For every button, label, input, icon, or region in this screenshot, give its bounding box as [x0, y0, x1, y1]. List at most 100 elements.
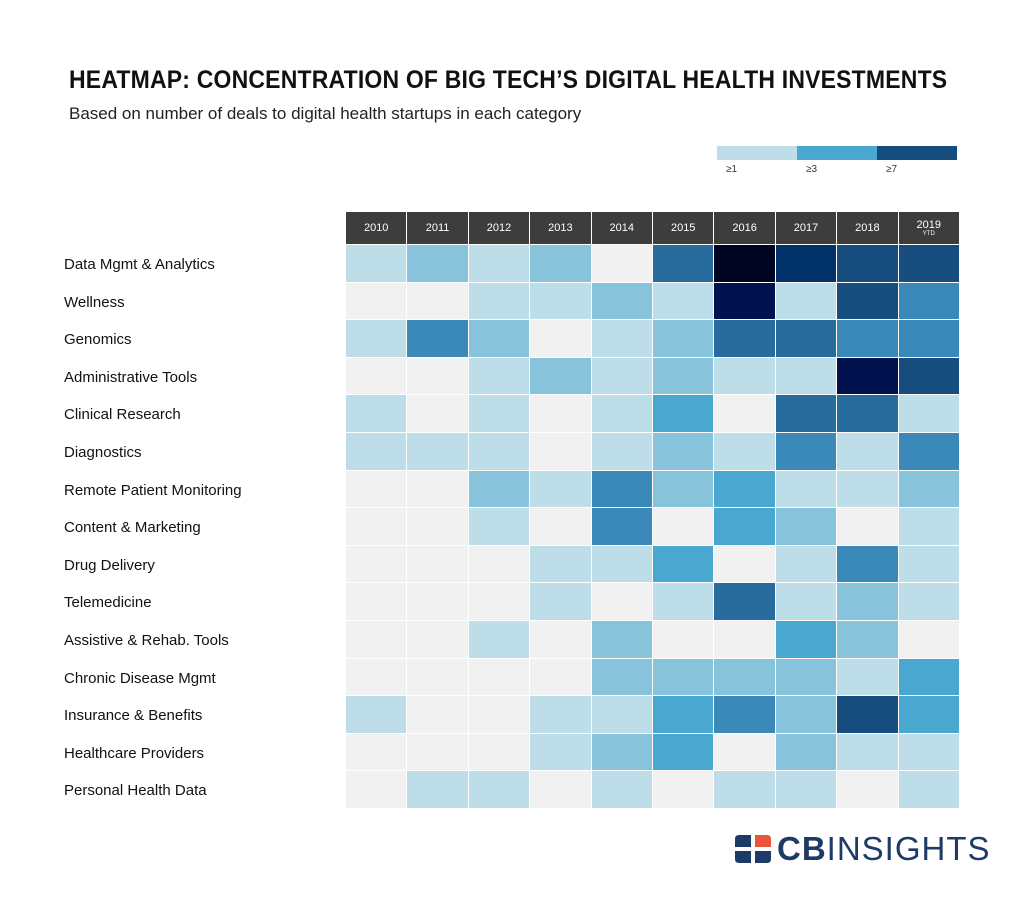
heatmap-cell — [775, 320, 837, 357]
year-header-2015: 2015 — [653, 212, 714, 244]
heatmap-cell — [653, 282, 714, 320]
legend-swatch-7 — [877, 146, 957, 160]
heatmap-cell — [346, 470, 407, 508]
heatmap-cell — [837, 508, 898, 545]
year-header-label: 2017 — [793, 222, 819, 234]
year-header-label: 2011 — [425, 222, 450, 234]
heatmap-cell — [653, 320, 714, 357]
year-header-2017: 2017 — [775, 212, 837, 244]
heatmap-cell — [530, 470, 591, 508]
heatmap-cell — [653, 470, 714, 508]
heatmap-cell — [530, 771, 591, 808]
heatmap-cell — [898, 357, 959, 395]
heatmap-cell — [346, 733, 407, 771]
category-label: Telemedicine — [64, 594, 152, 612]
heatmap-cell — [468, 583, 530, 620]
heatmap-cell — [775, 583, 837, 620]
heatmap-cell — [530, 621, 591, 658]
heatmap-cell — [775, 733, 837, 771]
heatmap-cell — [591, 282, 652, 320]
heatmap-cell — [407, 357, 468, 395]
heatmap-cell — [407, 320, 468, 357]
heatmap-cell — [346, 245, 407, 282]
heatmap-cell — [346, 621, 407, 658]
year-header-2019: 2019 YTD — [898, 212, 959, 244]
heatmap-cell — [407, 245, 468, 282]
heatmap-cell — [591, 508, 652, 545]
legend-swatch-1 — [717, 146, 797, 160]
heatmap-cell — [898, 545, 959, 583]
year-header-label: 2012 — [486, 222, 512, 234]
heatmap-cell — [898, 583, 959, 620]
heatmap-cell — [653, 733, 714, 771]
heatmap-cell — [346, 433, 407, 470]
heatmap-cell — [591, 357, 652, 395]
heatmap-cell — [591, 621, 652, 658]
heatmap-cell — [714, 245, 775, 282]
heatmap-cell — [407, 433, 468, 470]
category-label: Healthcare Providers — [64, 744, 205, 762]
year-header-2013: 2013 — [530, 212, 591, 244]
heatmap-cell — [346, 395, 407, 432]
heatmap-cell — [837, 733, 898, 771]
heatmap-cell — [775, 771, 837, 808]
year-header-label: 2014 — [609, 222, 635, 234]
heatmap-cell — [346, 545, 407, 583]
year-header-label: 2016 — [732, 222, 757, 234]
heatmap-cell — [591, 696, 652, 733]
heatmap-cell — [837, 245, 898, 282]
heatmap-cell — [591, 320, 652, 357]
category-label: Genomics — [64, 331, 132, 349]
heatmap-cell — [837, 658, 898, 696]
heatmap-cell — [898, 470, 959, 508]
heatmap-cell — [530, 320, 591, 357]
heatmap-cell — [775, 658, 837, 696]
heatmap-cell — [898, 395, 959, 432]
logo-text-bold: CB — [777, 830, 827, 867]
heatmap-cell — [898, 771, 959, 808]
heatmap-cell — [714, 733, 775, 771]
heatmap-cell — [898, 508, 959, 545]
year-header-label: 2010 — [363, 222, 389, 234]
heatmap-cell — [530, 545, 591, 583]
heatmap-cell — [407, 696, 468, 733]
heatmap-cell — [714, 282, 775, 320]
heatmap-cell — [530, 245, 591, 282]
heatmap-cell — [837, 433, 898, 470]
heatmap-cell — [775, 357, 837, 395]
heatmap-cell — [468, 245, 530, 282]
heatmap-cell — [407, 282, 468, 320]
heatmap-cell — [346, 320, 407, 357]
cbinsights-logo-mark — [735, 835, 771, 863]
heatmap-cell — [468, 508, 530, 545]
heatmap-cell — [653, 545, 714, 583]
heatmap-cell — [468, 320, 530, 357]
heatmap-cell — [468, 621, 530, 658]
legend-label-3: ≥3 — [806, 164, 818, 175]
heatmap-cell — [653, 357, 714, 395]
heatmap-cell — [407, 508, 468, 545]
heatmap-cell — [775, 470, 837, 508]
heatmap-cell — [653, 433, 714, 470]
year-header-label: 2013 — [548, 222, 573, 234]
heatmap-cell — [714, 508, 775, 545]
heatmap-cell — [468, 282, 530, 320]
heatmap-cell — [837, 282, 898, 320]
heatmap-cell — [591, 395, 652, 432]
heatmap-cell — [837, 357, 898, 395]
heatmap-cell — [530, 282, 591, 320]
heatmap-cell — [653, 583, 714, 620]
category-label: Data Mgmt & Analytics — [64, 256, 215, 273]
heatmap-cell — [407, 771, 468, 808]
category-label: Insurance & Benefits — [64, 707, 203, 725]
heatmap-cell — [653, 696, 714, 733]
heatmap-cell — [714, 621, 775, 658]
heatmap-cell — [775, 395, 837, 432]
category-label: Wellness — [64, 293, 125, 311]
heatmap-cell — [468, 733, 530, 771]
heatmap-cell — [898, 245, 959, 282]
heatmap-cell — [591, 433, 652, 470]
heatmap-cell — [591, 658, 652, 696]
heatmap-cell — [775, 545, 837, 583]
heatmap-cell — [346, 508, 407, 545]
